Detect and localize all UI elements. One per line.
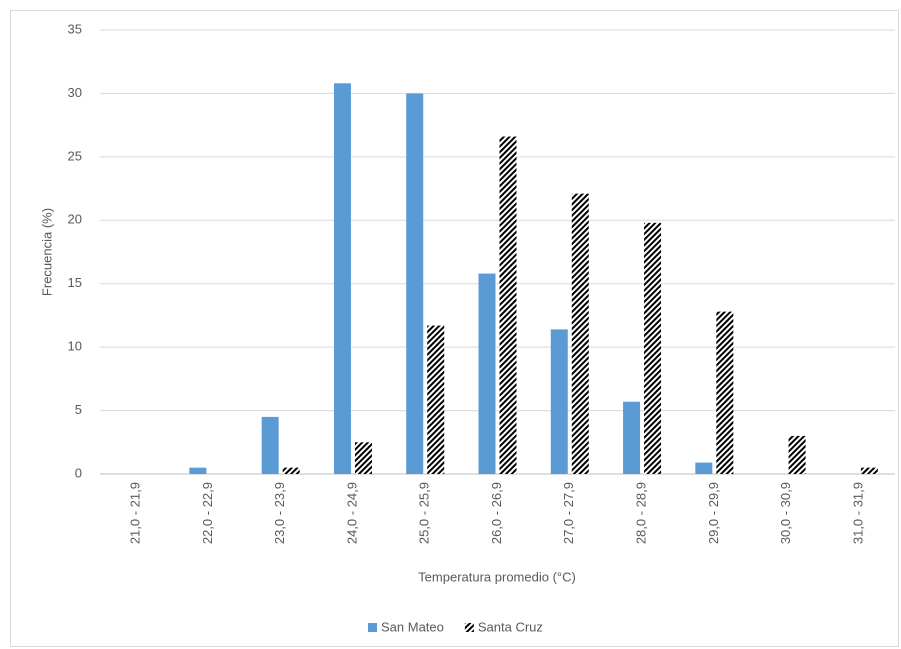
y-tick-label: 25: [68, 148, 82, 163]
y-tick-label: 5: [75, 402, 82, 417]
bar: [499, 136, 517, 474]
bar: [644, 222, 662, 474]
legend-swatch: [464, 623, 474, 632]
y-tick-label: 20: [68, 212, 82, 227]
bar: [354, 442, 372, 474]
x-tick-label: 26,0 - 26,9: [489, 482, 504, 544]
y-axis-label: Frecuencia (%): [39, 208, 54, 296]
x-tick-label: 22,0 - 22,9: [200, 482, 215, 544]
x-axis-label: Temperatura promedio (°C): [418, 569, 576, 584]
bar: [478, 273, 496, 474]
x-tick-label: 24,0 - 24,9: [344, 482, 359, 544]
x-tick-label: 27,0 - 27,9: [561, 482, 576, 544]
bar: [788, 435, 806, 474]
legend-swatch: [368, 623, 377, 632]
bar: [571, 193, 589, 474]
y-tick-label: 30: [68, 85, 82, 100]
chart-frame: [10, 10, 899, 647]
bar: [261, 416, 279, 474]
y-tick-label: 10: [68, 339, 82, 354]
bar: [189, 467, 207, 474]
x-tick-label: 31,0 - 31,9: [850, 482, 865, 544]
x-tick-label: 30,0 - 30,9: [778, 482, 793, 544]
y-tick-label: 35: [68, 21, 82, 36]
bar: [282, 467, 300, 474]
bar: [406, 93, 424, 474]
bar: [427, 325, 445, 474]
bar: [860, 467, 878, 474]
bar: [695, 462, 713, 474]
x-tick-label: 29,0 - 29,9: [706, 482, 721, 544]
bar: [623, 401, 641, 474]
legend-label: San Mateo: [381, 619, 444, 634]
y-tick-label: 15: [68, 275, 82, 290]
bar: [550, 329, 568, 474]
x-tick-label: 23,0 - 23,9: [272, 482, 287, 544]
x-tick-label: 21,0 - 21,9: [128, 482, 143, 544]
bar: [333, 83, 351, 474]
legend-label: Santa Cruz: [478, 619, 543, 634]
x-tick-label: 28,0 - 28,9: [633, 482, 648, 544]
y-tick-label: 0: [75, 465, 82, 480]
bar: [716, 311, 734, 474]
x-tick-label: 25,0 - 25,9: [417, 482, 432, 544]
